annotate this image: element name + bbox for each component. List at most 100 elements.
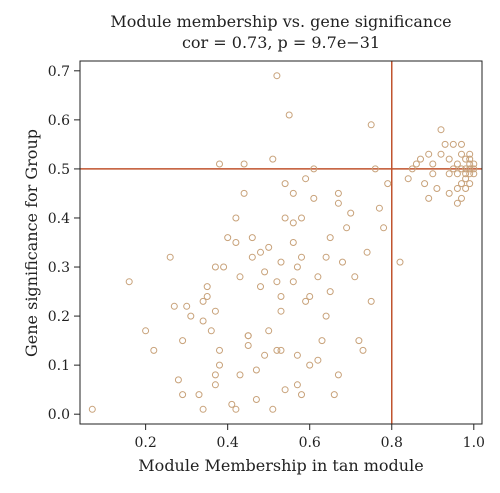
data-point [211,371,219,379]
data-point [298,391,305,399]
data-point [183,302,191,310]
data-point [240,189,248,197]
data-point [466,180,474,188]
data-point [449,165,457,173]
y-tick-label: 0.3 [48,260,70,276]
data-point [277,346,285,354]
data-point [433,185,441,192]
data-point [269,405,277,413]
data-point [228,400,236,408]
data-point [326,288,334,296]
data-point [211,263,219,271]
data-point [285,111,293,119]
data-point [470,170,478,178]
data-point [207,327,215,335]
y-tick-label: 0.2 [48,309,70,325]
data-point [150,346,158,354]
data-point [429,160,437,168]
data-point [359,346,367,354]
y-axis-ticks: 0.0 0.1 0.2 0.3 0.4 0.5 0.6 0.7 [48,64,80,423]
data-point [257,283,264,291]
data-point [429,170,437,178]
data-point [396,258,404,266]
x-tick-label: 1.0 [463,435,485,451]
data-point [293,381,301,389]
data-point [216,361,223,369]
data-point [265,243,273,251]
x-tick-label: 0.4 [217,435,239,451]
x-axis-ticks: 0.2 0.4 0.6 0.8 1.0 [134,424,485,451]
data-point [458,150,465,158]
data-point [232,214,240,222]
data-point [252,366,260,374]
data-point [425,194,433,202]
y-tick-label: 0.4 [48,211,70,227]
data-point [289,219,297,227]
data-point [244,342,252,349]
data-point [437,126,445,134]
plot-frame [79,60,483,425]
data-point [322,312,330,320]
data-point [302,175,310,183]
data-point [281,180,289,188]
y-tick-label: 0.7 [48,64,70,80]
data-point [458,165,465,173]
data-point [453,185,461,192]
data-point [232,239,240,246]
data-point [142,327,150,335]
data-point [236,371,244,379]
x-tick-label: 0.6 [299,435,321,451]
data-point [462,170,470,178]
data-point [404,175,412,183]
data-point [306,361,314,369]
data-point [343,224,351,232]
data-point [458,140,465,148]
data-point [211,381,219,389]
x-axis-label: Module Membership in tan module [138,456,423,475]
data-point [408,165,416,173]
data-point [195,391,203,399]
data-point [417,155,424,163]
data-point [314,356,322,364]
data-point [211,307,219,315]
data-point [458,194,465,202]
x-tick-label: 0.8 [381,435,403,451]
data-point [203,293,211,300]
chart-subtitle: cor = 0.73, p = 9.7e−31 [182,33,380,52]
data-point [273,72,281,80]
data-point [240,160,248,168]
data-point [269,155,277,163]
data-point [462,155,470,163]
data-point [224,234,232,242]
data-point [236,273,244,281]
data-point [384,180,392,188]
data-point [273,278,281,286]
data-point [248,234,256,242]
y-tick-label: 0.6 [48,113,70,129]
data-point [355,337,363,345]
data-point [314,273,322,281]
y-tick-label: 0.0 [48,407,70,423]
data-point [363,248,371,256]
data-points [88,72,478,413]
data-point [421,180,429,188]
data-point [367,297,375,305]
data-point [462,165,470,173]
data-point [306,293,314,300]
data-point [375,204,383,212]
data-point [298,253,305,261]
data-point [466,165,474,173]
data-point [277,307,285,315]
data-point [470,165,478,173]
x-tick-label: 0.2 [134,435,156,451]
data-point [347,209,355,217]
data-point [248,253,256,261]
y-axis-label: Gene significance for Group [22,129,41,357]
data-point [310,165,318,173]
data-point [326,234,334,242]
data-point [339,258,346,266]
data-point [166,253,174,261]
data-point [261,351,269,359]
data-point [289,278,297,286]
data-point [302,297,310,305]
